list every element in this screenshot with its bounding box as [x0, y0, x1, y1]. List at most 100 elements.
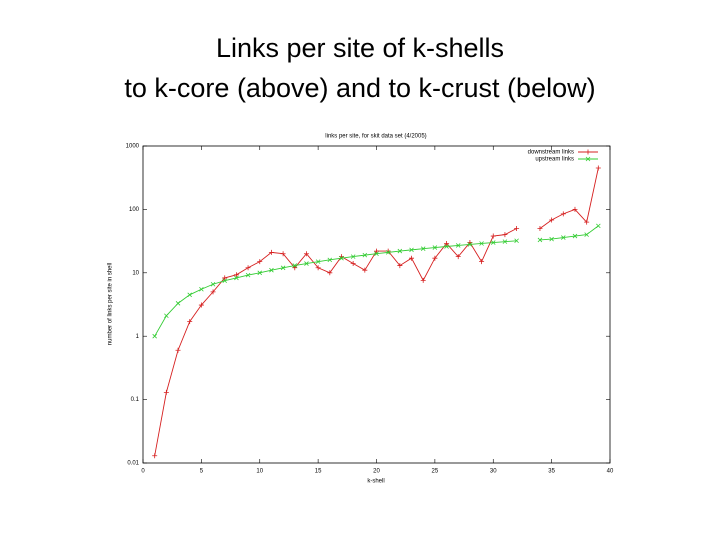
point-marker	[339, 255, 344, 261]
y-tick-label: 0.01	[127, 461, 139, 467]
point-marker	[152, 333, 157, 339]
point-marker	[222, 275, 228, 281]
point-marker	[269, 267, 274, 273]
point-marker	[374, 251, 379, 256]
x-tick-label: 0	[141, 469, 145, 475]
point-marker	[198, 302, 204, 308]
point-marker	[152, 453, 158, 459]
point-marker	[549, 217, 555, 223]
x-tick-label: 40	[607, 469, 614, 475]
point-marker	[444, 244, 449, 249]
point-marker	[257, 259, 263, 265]
point-marker	[467, 242, 473, 247]
point-marker	[561, 235, 566, 240]
point-marker	[245, 265, 251, 271]
point-marker	[537, 237, 543, 243]
point-marker	[187, 292, 192, 298]
point-marker	[163, 389, 169, 395]
point-marker	[420, 277, 426, 283]
point-marker	[280, 251, 286, 257]
point-marker	[362, 267, 368, 273]
point-marker	[222, 278, 228, 284]
point-marker	[490, 240, 496, 245]
legend-label: downstream links	[528, 150, 574, 156]
point-marker	[304, 261, 309, 266]
point-marker	[479, 241, 484, 246]
point-marker	[409, 255, 415, 261]
point-marker	[303, 251, 309, 257]
x-tick-label: 20	[373, 469, 380, 475]
point-marker	[549, 236, 554, 242]
y-tick-label: 1	[136, 334, 140, 340]
x-tick-label: 15	[315, 469, 322, 475]
point-marker	[315, 259, 321, 264]
plot-border	[142, 145, 611, 464]
point-marker	[397, 248, 403, 254]
point-marker	[210, 281, 216, 287]
point-marker	[245, 272, 251, 278]
point-marker	[479, 259, 485, 265]
x-tick-label: 35	[548, 469, 555, 475]
point-marker	[514, 238, 519, 244]
x-tick-label: 10	[256, 469, 263, 475]
point-marker	[257, 270, 263, 276]
point-marker	[175, 347, 181, 353]
y-tick-label: 1000	[126, 144, 140, 150]
point-marker	[315, 265, 321, 271]
point-marker	[420, 246, 426, 251]
point-marker	[455, 254, 461, 260]
point-marker	[490, 233, 496, 239]
point-marker	[327, 257, 333, 263]
point-marker	[374, 248, 379, 254]
point-marker	[432, 255, 438, 261]
x-tick-label: 5	[200, 469, 204, 475]
point-marker	[514, 225, 520, 231]
legend-label: upstream links	[535, 157, 574, 163]
slide-title: to k-core (above) and to k-crust (below)	[124, 73, 595, 103]
slide-title: Links per site of k-shells	[216, 33, 504, 63]
x-axis-label: k-shell	[367, 479, 384, 485]
y-tick-label: 10	[132, 270, 139, 276]
point-marker	[585, 156, 591, 162]
point-marker	[585, 149, 591, 155]
series-line	[154, 225, 599, 337]
point-marker	[502, 239, 508, 244]
point-marker	[350, 254, 356, 259]
point-marker	[199, 286, 204, 292]
y-tick-label: 0.1	[131, 397, 140, 403]
y-tick-label: 100	[129, 207, 140, 213]
point-marker	[397, 263, 403, 269]
point-marker	[572, 233, 578, 239]
point-marker	[350, 261, 356, 267]
point-marker	[444, 240, 450, 246]
point-marker	[572, 206, 578, 212]
point-marker	[595, 165, 601, 171]
point-marker	[292, 263, 298, 268]
point-marker	[164, 313, 169, 319]
point-marker	[268, 249, 274, 255]
x-tick-label: 25	[432, 469, 439, 475]
x-tick-label: 30	[490, 469, 497, 475]
point-marker	[560, 211, 566, 217]
point-marker	[385, 250, 391, 255]
y-axis-label: number of links per site in shell	[108, 263, 114, 345]
point-marker	[234, 275, 239, 281]
point-marker	[409, 247, 414, 253]
point-marker	[362, 252, 368, 258]
point-marker	[327, 270, 333, 276]
point-marker	[584, 219, 590, 225]
point-marker	[187, 319, 193, 325]
point-marker	[175, 301, 181, 306]
series-line	[154, 167, 599, 456]
point-marker	[210, 289, 216, 295]
point-marker	[432, 245, 438, 250]
point-marker	[233, 272, 239, 278]
point-marker	[596, 223, 601, 229]
chart-title: links per site, for skit data set (4/200…	[325, 134, 426, 140]
point-marker	[455, 243, 461, 248]
point-marker	[502, 232, 508, 238]
point-marker	[280, 265, 286, 271]
point-marker	[584, 232, 589, 237]
point-marker	[537, 225, 543, 231]
